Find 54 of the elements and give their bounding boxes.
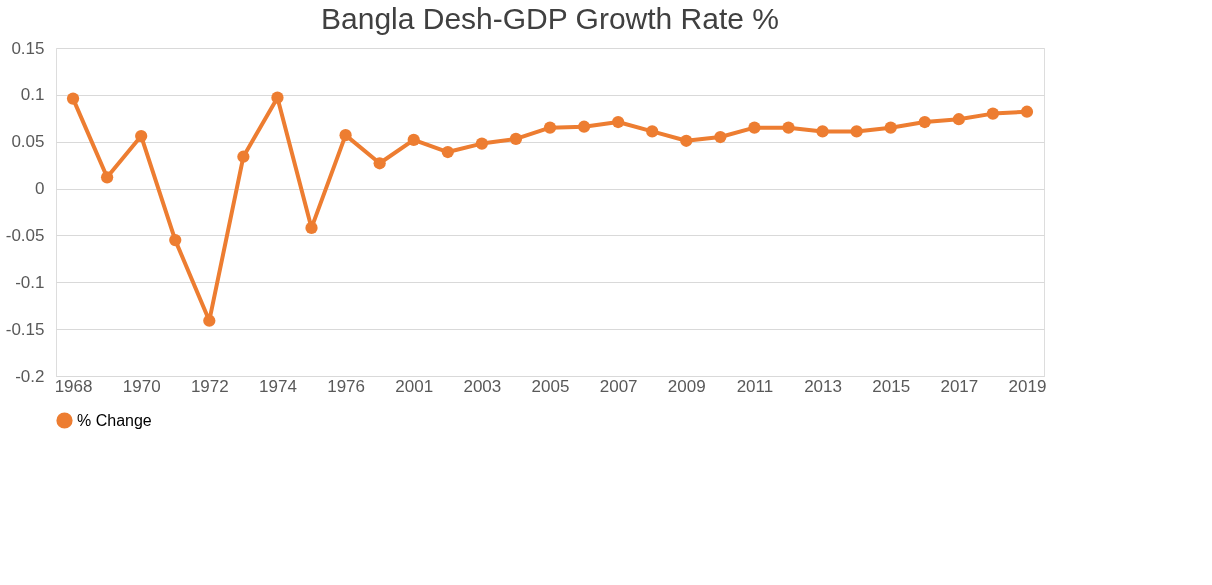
point — [952, 113, 965, 126]
point — [237, 150, 250, 163]
y-tick-label: -0.2 — [15, 366, 45, 386]
x-tick-label: 2013 — [804, 376, 842, 396]
x-tick-label: 2011 — [736, 376, 774, 396]
x-tick-label: 2003 — [463, 376, 502, 396]
point — [782, 121, 795, 134]
y-tick-label: 0.15 — [11, 38, 45, 58]
x-tick-label: 1972 — [190, 376, 229, 396]
x-tick-label: 1976 — [327, 376, 365, 396]
point — [135, 129, 148, 143]
point — [339, 129, 352, 142]
y-tick-label: -0.1 — [15, 272, 45, 292]
point — [646, 125, 659, 138]
y-tick-label: -0.15 — [5, 319, 45, 339]
point — [305, 221, 318, 235]
y-tick-label: -0.05 — [5, 225, 45, 245]
x-tick-label: 2015 — [872, 376, 911, 396]
point — [543, 121, 557, 134]
chart-title: Bangla Desh-GDP Growth Rate % — [321, 2, 779, 35]
point — [918, 115, 931, 129]
point — [271, 91, 284, 104]
point — [66, 92, 80, 105]
x-tick-label: 2001 — [395, 376, 434, 396]
point — [884, 121, 897, 134]
y-tick-label: 0.05 — [11, 132, 45, 152]
point — [509, 132, 523, 146]
x-tick-label: 2007 — [599, 376, 638, 396]
point — [577, 120, 591, 133]
point — [816, 125, 829, 138]
x-tick-label: 1968 — [54, 376, 93, 396]
point — [612, 115, 625, 129]
point — [169, 234, 182, 247]
point — [714, 130, 727, 144]
point — [986, 107, 1000, 120]
x-tick-label: 2009 — [667, 376, 706, 396]
x-tick-label: 1970 — [122, 376, 161, 396]
point — [475, 137, 488, 150]
point — [1020, 105, 1034, 118]
x-tick-label: 2019 — [1008, 376, 1047, 396]
point — [441, 145, 454, 159]
point — [680, 134, 693, 147]
y-tick-label: 0 — [35, 179, 45, 199]
point — [203, 314, 216, 327]
point — [850, 125, 863, 138]
x-tick-label: 2017 — [940, 376, 979, 396]
point — [100, 171, 114, 184]
legend-label: % Change — [77, 411, 152, 429]
x-tick-label: 2005 — [531, 376, 570, 396]
y-tick-label: 0.1 — [20, 85, 45, 105]
point — [373, 157, 386, 170]
point — [748, 121, 761, 134]
point — [407, 133, 420, 146]
x-tick-label: 1974 — [259, 376, 297, 396]
